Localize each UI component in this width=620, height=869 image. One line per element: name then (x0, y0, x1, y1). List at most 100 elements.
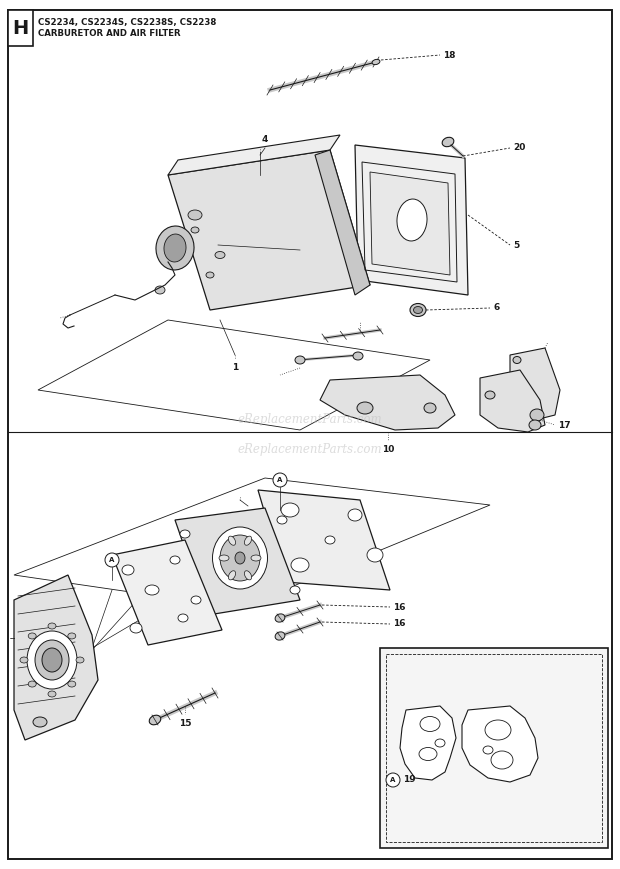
Ellipse shape (291, 558, 309, 572)
Ellipse shape (414, 307, 422, 314)
Ellipse shape (353, 352, 363, 360)
Text: CS2234, CS2234S, CS2238S, CS2238: CS2234, CS2234S, CS2238S, CS2238 (38, 17, 216, 26)
Ellipse shape (206, 272, 214, 278)
Ellipse shape (251, 555, 261, 561)
Ellipse shape (145, 585, 159, 595)
Text: eReplacementParts.com: eReplacementParts.com (237, 414, 383, 427)
Ellipse shape (170, 556, 180, 564)
Ellipse shape (28, 681, 36, 687)
Text: 18: 18 (443, 50, 456, 59)
Text: 20: 20 (513, 143, 525, 152)
Ellipse shape (228, 571, 236, 580)
Circle shape (386, 773, 400, 787)
Ellipse shape (155, 286, 165, 294)
Ellipse shape (33, 717, 47, 727)
Polygon shape (355, 145, 468, 295)
Ellipse shape (191, 227, 199, 233)
Bar (386, 654, 602, 842)
Ellipse shape (357, 402, 373, 414)
Text: 16: 16 (393, 620, 405, 628)
Text: 16: 16 (393, 602, 405, 612)
Ellipse shape (188, 210, 202, 220)
Ellipse shape (367, 548, 383, 562)
Polygon shape (480, 370, 545, 432)
Ellipse shape (76, 657, 84, 663)
Ellipse shape (68, 633, 76, 639)
Text: 5: 5 (513, 241, 520, 249)
Ellipse shape (244, 536, 252, 545)
Bar (380, 648, 608, 848)
Ellipse shape (420, 717, 440, 732)
Ellipse shape (215, 251, 225, 258)
Ellipse shape (485, 391, 495, 399)
Text: 6: 6 (493, 303, 499, 313)
Ellipse shape (27, 631, 77, 689)
Ellipse shape (290, 586, 300, 594)
Ellipse shape (485, 720, 511, 740)
Ellipse shape (20, 657, 28, 663)
Ellipse shape (68, 681, 76, 687)
Ellipse shape (164, 234, 186, 262)
Text: CARBURETOR AND AIR FILTER: CARBURETOR AND AIR FILTER (38, 30, 180, 38)
Text: 1: 1 (232, 363, 238, 372)
Polygon shape (510, 348, 560, 420)
Text: H: H (12, 19, 29, 38)
Ellipse shape (513, 356, 521, 363)
Ellipse shape (220, 535, 260, 581)
Ellipse shape (35, 640, 69, 680)
Polygon shape (315, 150, 370, 295)
Ellipse shape (277, 516, 287, 524)
Circle shape (273, 473, 287, 487)
Ellipse shape (295, 356, 305, 364)
Ellipse shape (491, 751, 513, 769)
Polygon shape (462, 706, 538, 782)
Polygon shape (14, 575, 98, 740)
Text: eReplacementParts.com: eReplacementParts.com (237, 443, 383, 456)
Text: A: A (391, 777, 396, 783)
Polygon shape (175, 508, 300, 615)
Ellipse shape (483, 746, 493, 754)
Ellipse shape (530, 409, 544, 421)
Ellipse shape (149, 715, 161, 725)
Text: 19: 19 (403, 775, 415, 785)
Ellipse shape (156, 226, 194, 270)
Ellipse shape (419, 747, 437, 760)
Ellipse shape (244, 571, 252, 580)
Ellipse shape (435, 739, 445, 747)
Ellipse shape (180, 530, 190, 538)
Ellipse shape (122, 565, 134, 575)
Text: A: A (277, 477, 283, 483)
Polygon shape (320, 375, 455, 430)
Ellipse shape (130, 623, 142, 633)
Ellipse shape (219, 555, 229, 561)
Polygon shape (400, 706, 456, 780)
Ellipse shape (42, 648, 62, 672)
Ellipse shape (28, 633, 36, 639)
Bar (8, 10, 33, 46)
Polygon shape (370, 172, 450, 275)
Ellipse shape (410, 303, 426, 316)
Ellipse shape (442, 137, 454, 147)
Ellipse shape (213, 527, 267, 589)
Ellipse shape (48, 691, 56, 697)
Text: 4: 4 (262, 135, 268, 144)
Ellipse shape (48, 623, 56, 629)
Polygon shape (258, 490, 390, 590)
Ellipse shape (235, 552, 245, 564)
Ellipse shape (191, 596, 201, 604)
Polygon shape (168, 135, 340, 175)
Ellipse shape (372, 59, 380, 64)
Ellipse shape (281, 503, 299, 517)
Ellipse shape (424, 403, 436, 413)
Ellipse shape (348, 509, 362, 521)
Text: A: A (109, 557, 115, 563)
Ellipse shape (228, 536, 236, 545)
Ellipse shape (325, 536, 335, 544)
Ellipse shape (275, 614, 285, 622)
Ellipse shape (275, 632, 285, 640)
Ellipse shape (529, 420, 541, 430)
Polygon shape (112, 540, 222, 645)
Polygon shape (168, 150, 370, 310)
Ellipse shape (397, 199, 427, 241)
Ellipse shape (178, 614, 188, 622)
